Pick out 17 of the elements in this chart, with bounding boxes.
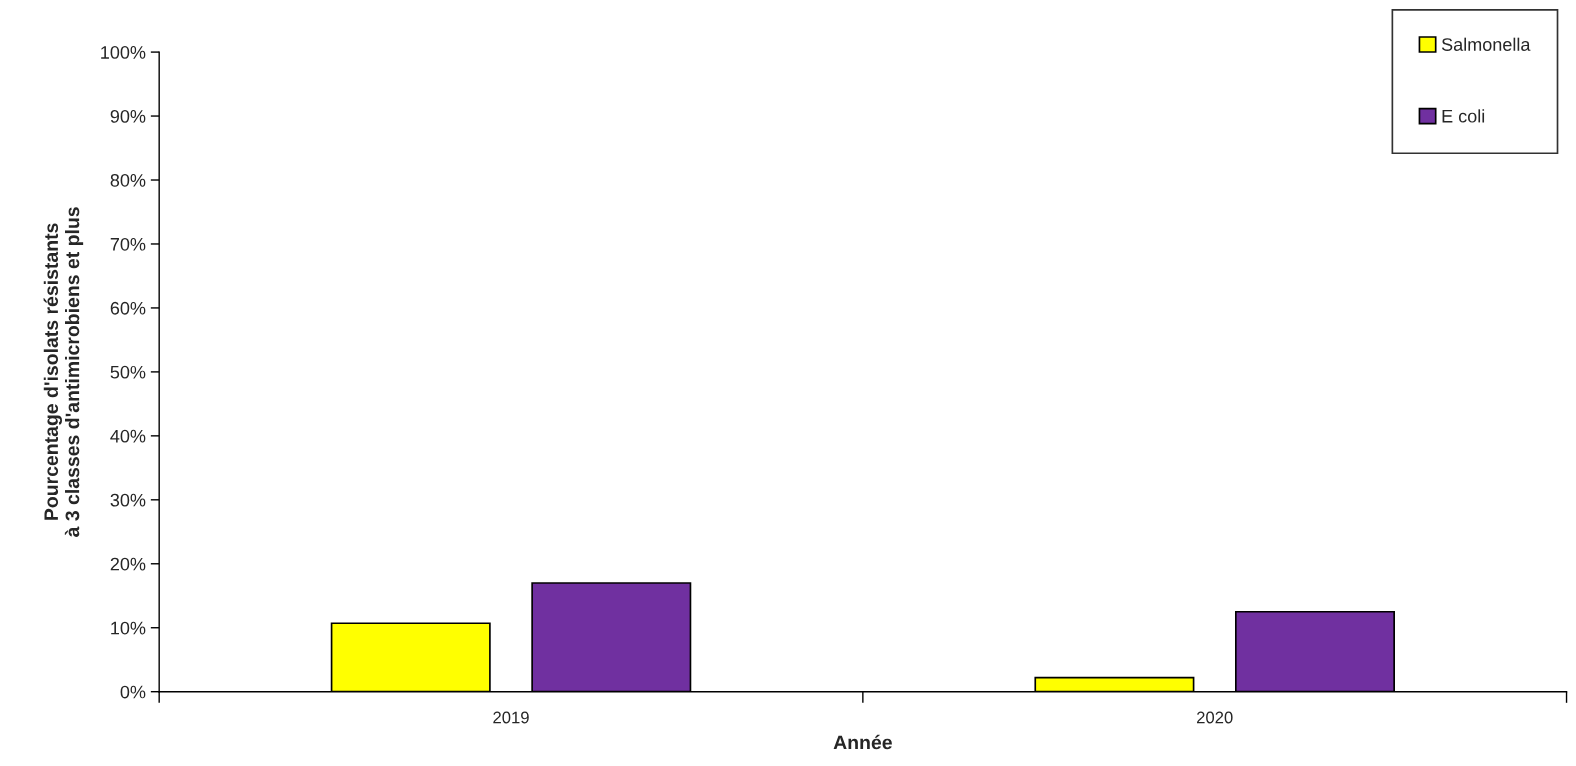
y-axis-title: Pourcentage d'isolats résistants à 3 classes d'antimicrobiens et plus (43, 207, 84, 537)
x-tick-label: 2019 (493, 711, 529, 724)
y-tick-label: 50% (110, 365, 146, 379)
legend-label: Salmonella (1441, 37, 1531, 51)
y-tick-label: 30% (110, 493, 146, 507)
y-tick-label: 20% (110, 557, 146, 571)
x-tick-label: 2020 (1197, 711, 1233, 724)
y-tick-label: 70% (110, 237, 146, 251)
y-tick-label: 90% (110, 109, 146, 123)
y-tick-label: 80% (110, 173, 146, 187)
y-tick-label: 10% (111, 621, 146, 635)
legend-label: E coli (1442, 109, 1485, 123)
y-tick-label: 40% (110, 429, 146, 443)
y-tick-label: 60% (110, 301, 146, 315)
y-tick-label: 0% (120, 685, 146, 699)
x-axis-title: Année (833, 734, 892, 750)
y-tick-label: 100% (101, 46, 146, 59)
